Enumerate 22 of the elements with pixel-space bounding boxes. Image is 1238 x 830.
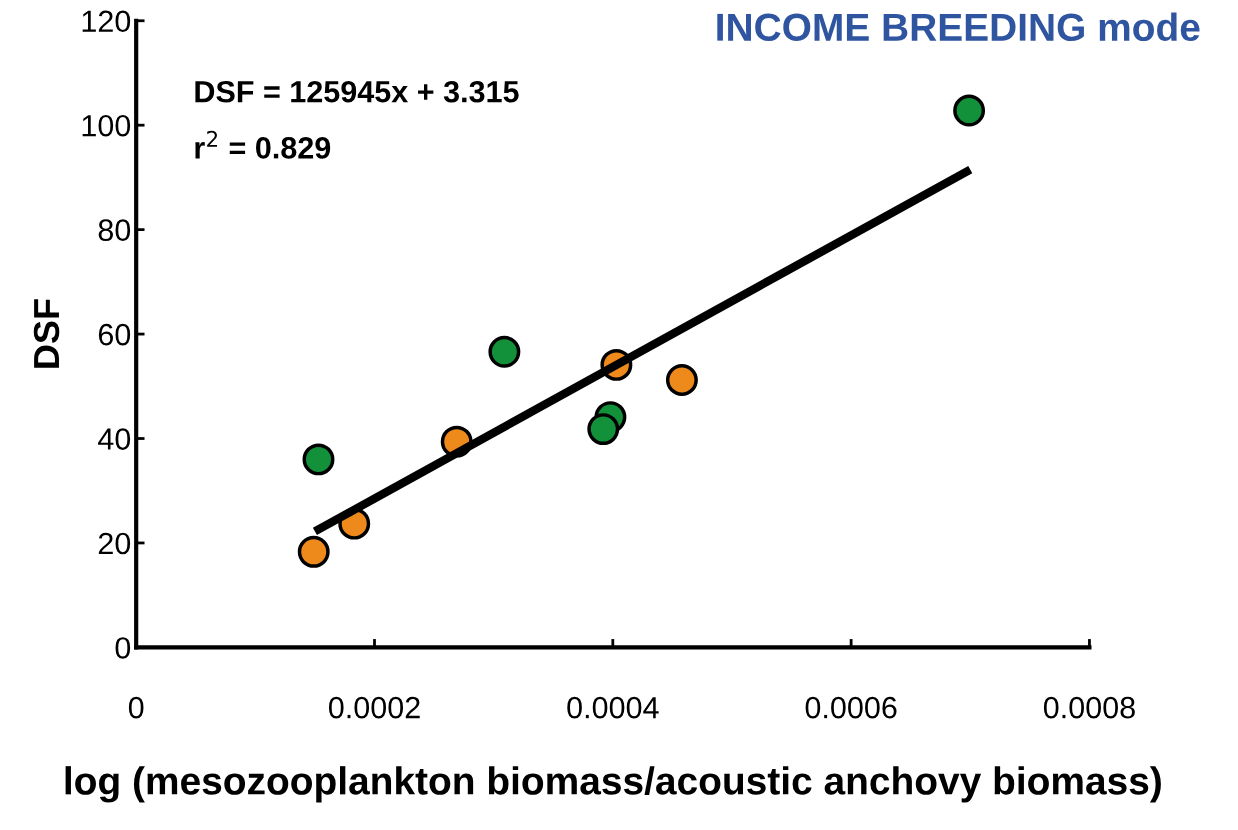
point <box>302 443 335 476</box>
y-tick-label: 60 <box>98 323 131 346</box>
y-tick-label: 0 <box>115 637 131 659</box>
x-axis-title: log (mesozooplankton biomass/acoustic anchovy biomass) <box>65 766 1161 803</box>
y-axis-title: DSF <box>33 299 60 368</box>
point <box>587 413 620 446</box>
x-tick-label: 0.0008 <box>1043 696 1135 719</box>
point <box>665 364 698 396</box>
x-tick-label: 0.0006 <box>805 696 897 719</box>
annotation: r$^{2}$ = 0.829 <box>195 130 331 159</box>
annotation: DSF = 125945x + 3.315 <box>195 80 519 103</box>
y-tick-label: 40 <box>98 428 131 450</box>
point <box>297 535 330 568</box>
chart-title: INCOME BREEDING mode <box>717 12 1200 42</box>
y-tick-label: 20 <box>98 532 131 555</box>
y-tick-label: 100 <box>82 114 131 137</box>
x-tick-label: 0.0002 <box>328 696 420 719</box>
x-tick-label: 0.0004 <box>567 696 659 719</box>
point <box>488 335 521 368</box>
y-tick-label: 80 <box>98 219 131 242</box>
y-tick-label: 120 <box>82 10 131 33</box>
point <box>953 94 986 127</box>
